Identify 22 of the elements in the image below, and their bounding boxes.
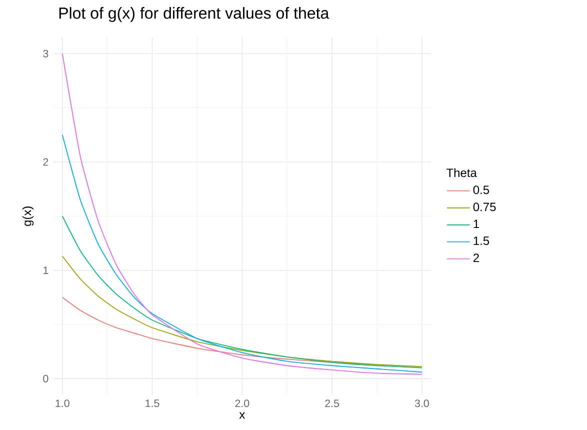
line-series xyxy=(62,53,422,375)
x-axis-title: x xyxy=(239,412,246,419)
legend-label: 1.5 xyxy=(474,236,490,246)
y-axis-title: g(x) xyxy=(22,206,34,226)
line-series xyxy=(62,256,422,368)
x-tick-label: 3.0 xyxy=(414,400,429,408)
legend-label: 2 xyxy=(473,254,479,262)
x-tick-label: 1.0 xyxy=(56,400,70,408)
y-tick-label: 3 xyxy=(43,50,48,58)
legend-title: Theta xyxy=(446,168,477,178)
line-series xyxy=(62,134,422,373)
y-tick-label: 1 xyxy=(44,266,48,274)
x-tick-label: 2.0 xyxy=(235,400,250,408)
x-tick-label: 1.5 xyxy=(146,400,160,408)
chart-title: Plot of g(x) for different values of theta xyxy=(59,7,330,22)
legend-label: 1 xyxy=(474,220,479,228)
y-tick-label: 0 xyxy=(43,375,48,383)
y-tick-label: 2 xyxy=(43,158,48,166)
legend-label: 0.75 xyxy=(473,202,496,212)
line-series xyxy=(62,216,422,368)
x-tick-label: 2.5 xyxy=(325,400,339,408)
legend-label: 0.5 xyxy=(473,186,490,194)
